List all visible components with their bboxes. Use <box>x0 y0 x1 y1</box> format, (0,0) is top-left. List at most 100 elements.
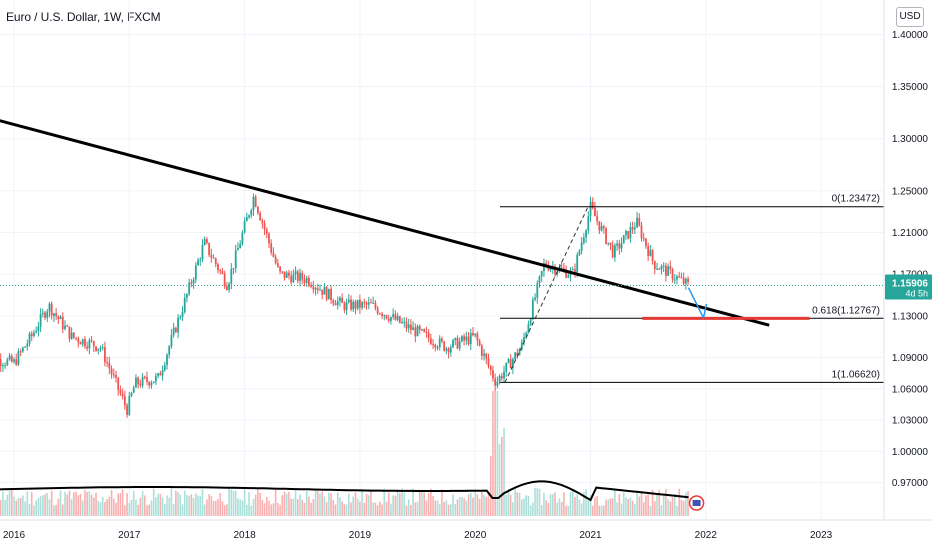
volume-bar <box>161 497 164 516</box>
candle-body <box>186 293 188 298</box>
volume-bar <box>144 495 146 516</box>
volume-bar <box>596 496 598 516</box>
candle-body <box>378 313 381 315</box>
candle-body <box>35 331 38 333</box>
candle-body <box>667 266 670 276</box>
volume-bar <box>647 494 649 516</box>
volume-bar <box>130 499 133 516</box>
volume-bar <box>163 504 166 516</box>
candle-body <box>10 355 13 362</box>
volume-bar <box>454 503 457 516</box>
volume-bar <box>246 504 248 516</box>
candle-body <box>525 332 528 337</box>
candle-body <box>505 362 508 372</box>
y-tick-label: 1.03000 <box>892 416 929 427</box>
price-badge-value: 1.15906 <box>892 279 929 290</box>
candle-body <box>141 376 144 386</box>
volume-bar <box>456 499 459 516</box>
currency-button[interactable]: USD <box>896 7 924 27</box>
candle-body <box>241 232 244 245</box>
candle-body <box>104 347 106 363</box>
candle-body <box>239 244 242 249</box>
candle-body <box>194 265 197 280</box>
candle-body <box>350 299 352 310</box>
volume-bar <box>436 500 439 516</box>
volume-bar <box>410 505 412 516</box>
volume-bar <box>423 492 426 516</box>
volume-bar <box>77 495 80 516</box>
candle-body <box>372 302 375 304</box>
candle-body <box>436 347 439 349</box>
candle-body <box>212 257 215 259</box>
candle-body <box>627 231 630 239</box>
volume-bar <box>485 496 488 516</box>
candle-body <box>243 221 246 233</box>
candle-body <box>653 260 656 270</box>
candle-body <box>128 396 131 415</box>
candle-body <box>30 333 33 336</box>
candle-body <box>188 282 191 294</box>
volume-bar <box>314 490 317 516</box>
volume-bar <box>137 504 139 516</box>
candle-body <box>26 343 29 347</box>
volume-bar <box>223 505 226 516</box>
volume-bar <box>55 504 57 516</box>
volume-bar <box>299 494 301 516</box>
candle-body <box>276 263 279 267</box>
volume-bar <box>159 493 162 516</box>
candle-body <box>465 336 468 341</box>
candle-body <box>582 237 585 243</box>
volume-bar <box>376 505 379 516</box>
volume-bar <box>183 490 186 516</box>
candle-body <box>554 266 556 274</box>
candle-body <box>312 286 315 290</box>
candle-body <box>574 269 576 273</box>
volume-bar <box>132 491 135 516</box>
volume-bar <box>152 488 155 516</box>
candle-body <box>676 276 678 280</box>
volume-bar <box>498 444 501 516</box>
volume-bar <box>665 489 667 516</box>
candle-body <box>166 354 168 366</box>
candle-body <box>361 302 364 308</box>
candle-body <box>37 326 40 332</box>
symbol-title[interactable]: Euro / U.S. Dollar, 1W, FXCM <box>6 10 161 24</box>
volume-bar <box>476 494 479 516</box>
volume-bar <box>463 498 465 516</box>
candle-body <box>682 277 685 284</box>
candle-body <box>285 272 288 278</box>
volume-bar <box>257 489 259 516</box>
volume-bar <box>316 491 319 516</box>
candle-body <box>605 228 607 244</box>
candle-body <box>117 377 120 390</box>
volume-bar <box>263 503 266 516</box>
volume-bar <box>443 501 445 516</box>
candle-body <box>469 332 472 345</box>
volume-bar <box>203 504 206 516</box>
volume-bar <box>86 492 88 516</box>
volume-bar <box>687 491 689 516</box>
volume-bar <box>370 489 372 516</box>
candle-body <box>139 384 142 386</box>
volume-bar <box>434 500 437 516</box>
volume-bar <box>283 491 286 516</box>
volume-bar <box>507 489 510 516</box>
candle-body <box>163 365 166 371</box>
volume-bar <box>399 493 401 516</box>
volume-bar <box>117 493 120 516</box>
volume-bar <box>128 502 131 516</box>
volume-bar <box>221 501 224 516</box>
candle-body <box>161 370 164 376</box>
volume-bar <box>179 494 182 516</box>
candle-body <box>409 324 412 331</box>
candle-body <box>157 373 160 376</box>
volume-bar <box>330 493 332 516</box>
candle-body <box>452 340 454 348</box>
candle-body <box>438 338 441 348</box>
candle-body <box>449 347 452 353</box>
candle-body <box>99 347 102 349</box>
volume-bar <box>447 504 450 516</box>
candle-body <box>376 308 379 314</box>
